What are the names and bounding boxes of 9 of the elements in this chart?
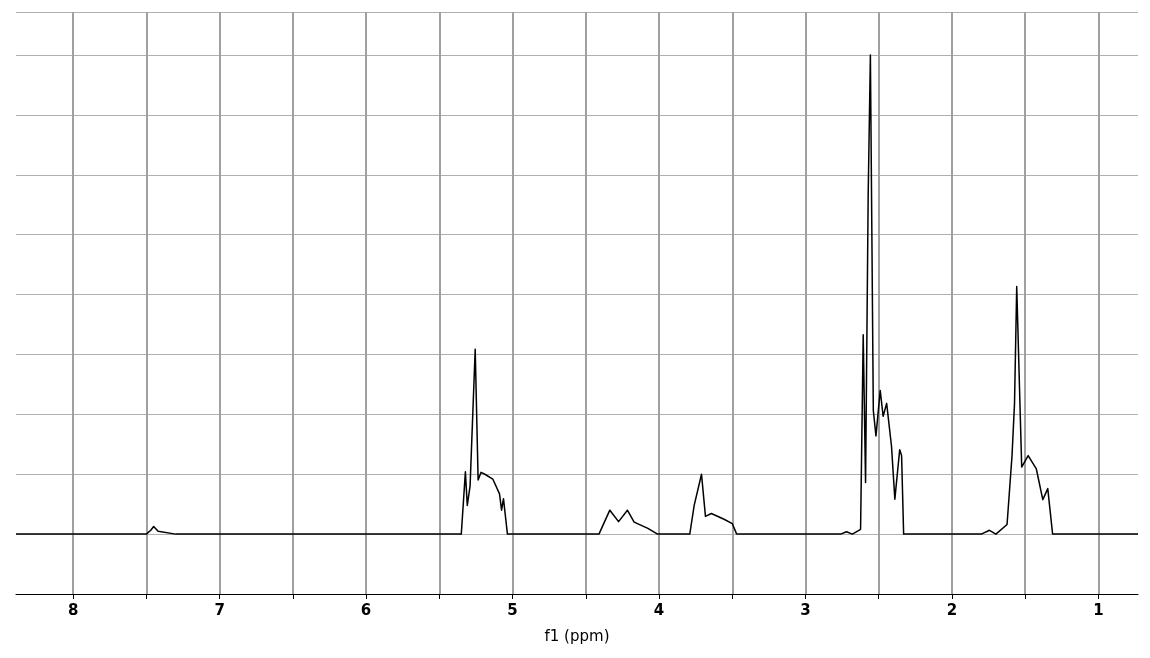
x-axis-title: f1 (ppm) — [544, 626, 610, 645]
x-tick-label: 7 — [214, 600, 225, 619]
x-tick-label: 3 — [800, 600, 811, 619]
x-tick-label: 5 — [507, 600, 518, 619]
x-tick-label: 1 — [1093, 600, 1104, 619]
x-tick-label: 6 — [360, 600, 372, 619]
x-tick-label: 8 — [67, 600, 79, 619]
x-tick-label: 2 — [946, 600, 958, 619]
x-tick-label: 4 — [653, 600, 665, 619]
